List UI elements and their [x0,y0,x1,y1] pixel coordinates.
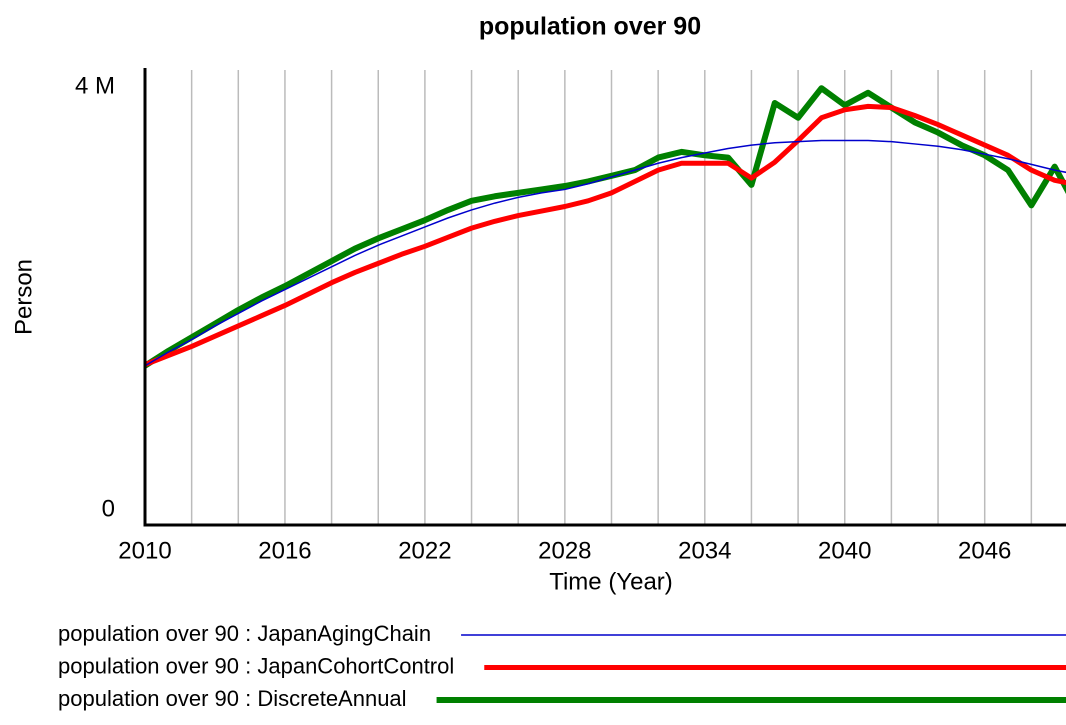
series-line [144,139,1066,367]
x-tick-label: 2046 [958,537,1011,564]
x-axis-label: Time (Year) [549,568,673,595]
y-axis-label: Person [10,259,37,335]
x-tick-label: 2016 [258,537,311,564]
x-tick-label: 2040 [818,537,871,564]
y-tick-label: 0 [102,495,115,522]
x-tick-label: 2010 [118,537,171,564]
legend-label: population over 90 : DiscreteAnnual [58,686,407,711]
legend-label: population over 90 : JapanAgingChain [58,621,431,646]
x-tick-label: 2034 [678,537,731,564]
y-tick-label: 4 M [75,72,115,99]
chart-title: population over 90 [479,13,701,41]
x-tick-label: 2028 [538,537,591,564]
series-line [143,85,1066,369]
series-line [144,103,1066,367]
legend-label: population over 90 : JapanCohortControl [58,653,454,678]
x-tick-label: 2022 [398,537,451,564]
